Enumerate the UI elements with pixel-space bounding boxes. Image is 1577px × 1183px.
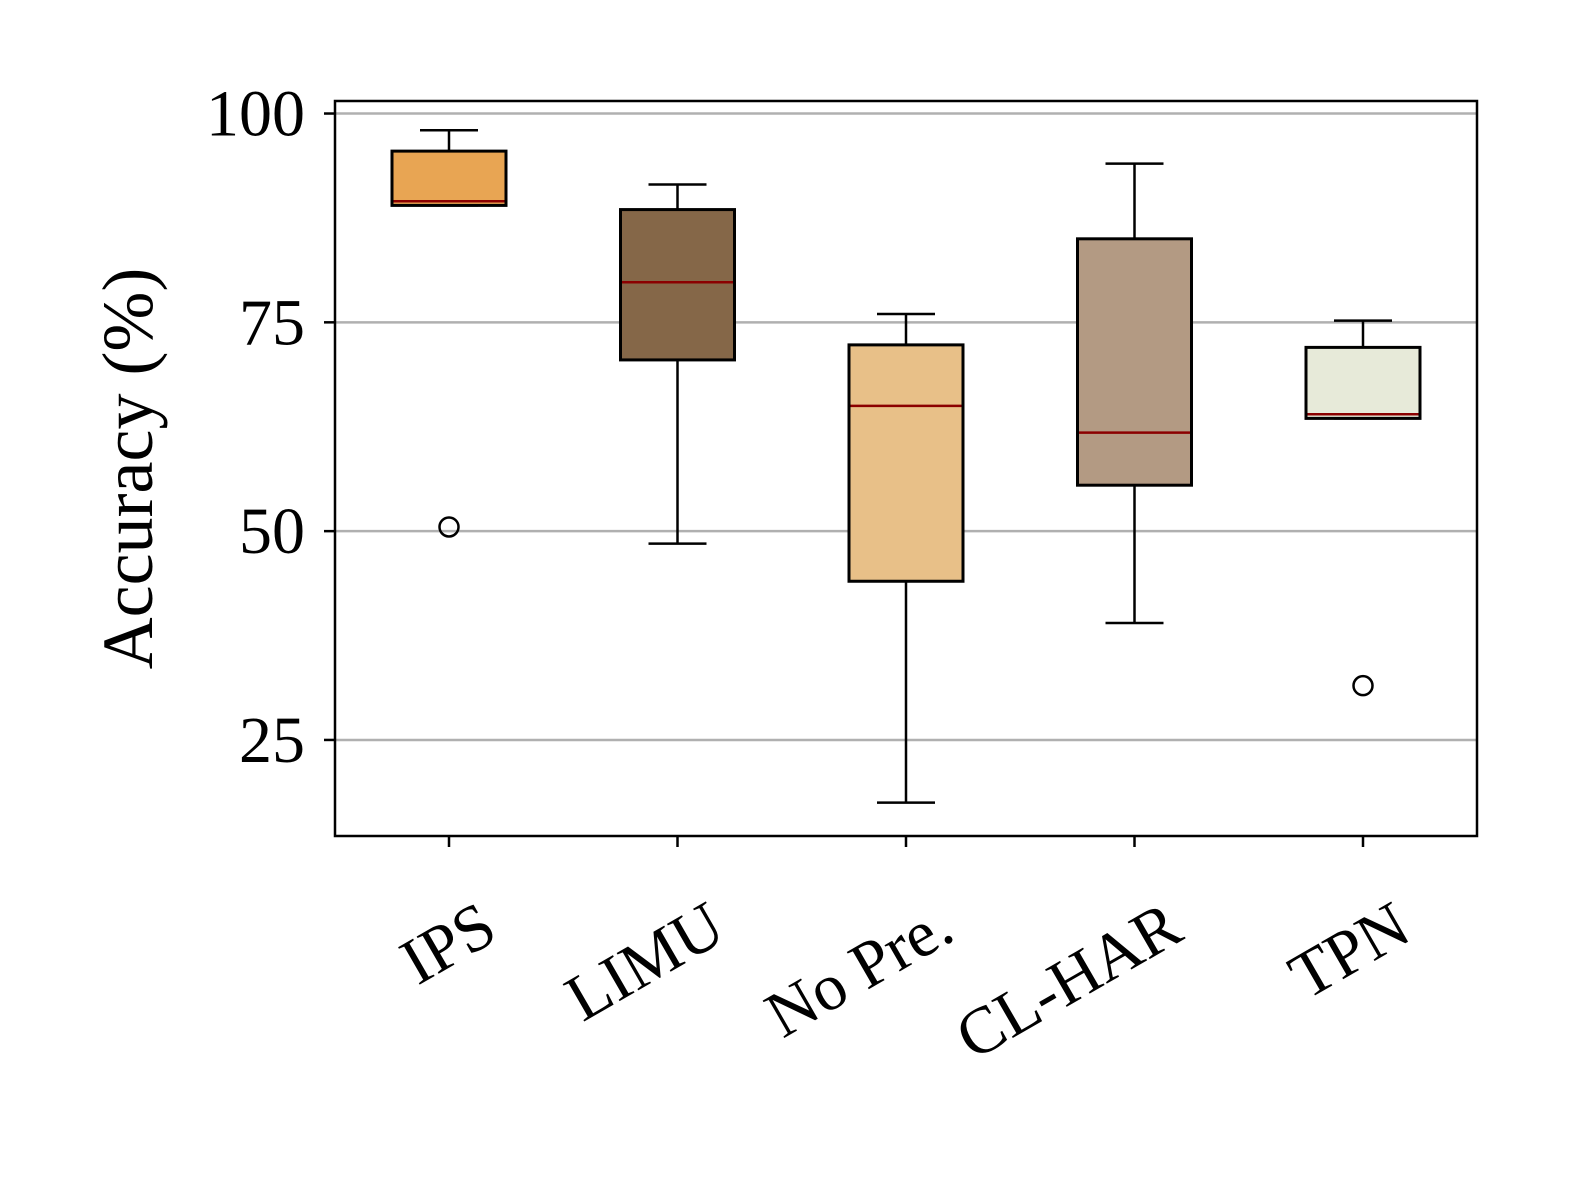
box-cl-har bbox=[1076, 162, 1193, 625]
box-body bbox=[847, 343, 965, 583]
box-tpn bbox=[1304, 319, 1422, 697]
outlier-point bbox=[438, 516, 460, 538]
x-tick-label-no-pre: No Pre. bbox=[754, 888, 965, 1052]
box-body bbox=[390, 149, 508, 207]
x-tick-label-ips: IPS bbox=[389, 888, 508, 999]
outlier-point bbox=[1352, 674, 1374, 697]
box-body bbox=[619, 208, 736, 362]
box-no-pre bbox=[847, 312, 965, 804]
x-tick-label-cl-har: CL-HAR bbox=[944, 888, 1193, 1074]
y-tick-label-100: 100 bbox=[206, 78, 305, 151]
x-tick-label-limu: LIMU bbox=[554, 888, 737, 1036]
box-limu bbox=[619, 183, 736, 545]
y-tick-label-25: 25 bbox=[239, 704, 305, 777]
box-body bbox=[1076, 237, 1193, 487]
x-tick-label-tpn: TPN bbox=[1277, 888, 1421, 1014]
box-body bbox=[1304, 345, 1422, 420]
box-ips bbox=[390, 128, 508, 538]
y-tick-label-50: 50 bbox=[239, 495, 305, 568]
y-axis-label: Accuracy (%) bbox=[88, 268, 168, 670]
x-axis-ticks: IPS LIMU No Pre.CL-HAR TPN bbox=[389, 836, 1422, 1074]
y-tick-label-75: 75 bbox=[239, 286, 305, 359]
boxes bbox=[390, 128, 1422, 804]
y-axis-ticks: 25 50 75 100 bbox=[206, 78, 335, 777]
